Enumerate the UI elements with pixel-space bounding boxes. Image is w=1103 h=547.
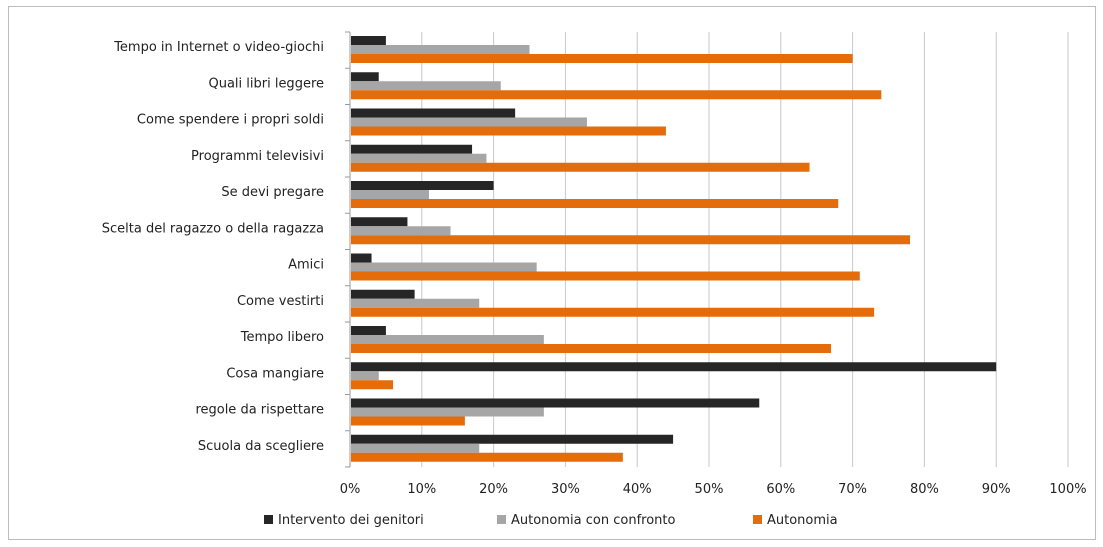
category-label: Scelta del ragazzo o della ragazza bbox=[102, 221, 324, 236]
category-label: Tempo in Internet o video-giochi bbox=[113, 40, 324, 55]
bar-autonomia bbox=[351, 54, 853, 63]
bar-autonomia bbox=[351, 162, 810, 172]
bar-autonomia bbox=[351, 416, 465, 426]
legend-swatch bbox=[264, 515, 273, 524]
legend-swatch bbox=[497, 515, 506, 524]
category-label: Se devi pregare bbox=[221, 185, 324, 200]
bar-intervento-dei-genitori bbox=[351, 108, 516, 118]
category-labels: Tempo in Internet o video-giochi Quali li… bbox=[102, 40, 324, 454]
category-label: Tempo libero bbox=[240, 330, 324, 345]
bar-autonomia-con-confronto bbox=[351, 262, 537, 272]
bar-autonomia-con-confronto bbox=[351, 190, 429, 199]
category-label: regole da rispettare bbox=[195, 403, 324, 418]
x-tick-label: 50% bbox=[695, 482, 724, 497]
axes bbox=[345, 31, 351, 468]
bar-intervento-dei-genitori bbox=[351, 289, 415, 299]
x-tick-label: 10% bbox=[407, 482, 436, 497]
x-tick-label: 30% bbox=[551, 482, 580, 497]
category-label: Come vestirti bbox=[237, 294, 324, 309]
bar-intervento-dei-genitori bbox=[351, 326, 386, 335]
bar-autonomia bbox=[351, 126, 666, 136]
x-tick-label: 100% bbox=[1049, 482, 1086, 497]
bar-autonomia-con-confronto bbox=[351, 81, 501, 91]
bar-autonomia-con-confronto bbox=[351, 153, 487, 163]
legend-label: Autonomia con confronto bbox=[511, 513, 675, 528]
tick-labels: 0% 10% 20% 30% 40% 50% 60% 70% 80% 90% 100% bbox=[340, 482, 1087, 497]
bar-autonomia bbox=[351, 271, 860, 281]
x-tick-label: 90% bbox=[982, 482, 1011, 497]
category-label: Quali libri leggere bbox=[208, 76, 324, 91]
bar-intervento-dei-genitori bbox=[351, 181, 494, 190]
x-tick-label: 0% bbox=[340, 482, 361, 497]
bar-intervento-dei-genitori bbox=[351, 36, 386, 45]
category-label: Amici bbox=[288, 258, 324, 273]
bar-intervento-dei-genitori bbox=[351, 398, 760, 408]
bar-intervento-dei-genitori bbox=[351, 217, 408, 227]
bar-autonomia-con-confronto bbox=[351, 117, 587, 127]
bar-autonomia-con-confronto bbox=[351, 443, 480, 453]
bar-intervento-dei-genitori bbox=[351, 253, 372, 263]
x-tick-label: 60% bbox=[766, 482, 795, 497]
bar-autonomia-con-confronto bbox=[351, 407, 544, 417]
bar-autonomia-con-confronto bbox=[351, 335, 544, 344]
bar-autonomia bbox=[351, 90, 882, 100]
bar-intervento-dei-genitori bbox=[351, 362, 997, 372]
bar-autonomia bbox=[351, 452, 623, 462]
x-tick-label: 20% bbox=[479, 482, 508, 497]
category-label: Programmi televisivi bbox=[191, 149, 324, 164]
bar-intervento-dei-genitori bbox=[351, 72, 379, 82]
bar-autonomia bbox=[351, 344, 832, 353]
x-tick-label: 70% bbox=[838, 482, 867, 497]
category-label: Come spendere i propri soldi bbox=[137, 113, 324, 128]
bar-autonomia-con-confronto bbox=[351, 298, 480, 308]
category-label: Cosa mangiare bbox=[226, 366, 324, 381]
bar-autonomia bbox=[351, 235, 911, 245]
legend: Intervento dei genitori Autonomia con con… bbox=[264, 513, 838, 528]
bar-autonomia-con-confronto bbox=[351, 45, 530, 54]
grid-lines bbox=[421, 32, 1069, 467]
bar-autonomia bbox=[351, 199, 839, 208]
legend-label: Intervento dei genitori bbox=[278, 513, 424, 528]
bar-autonomia-con-confronto bbox=[351, 371, 379, 381]
x-tick-label: 40% bbox=[623, 482, 652, 497]
legend-swatch bbox=[753, 515, 762, 524]
bar-autonomia-con-confronto bbox=[351, 226, 451, 236]
legend-label: Autonomia bbox=[767, 513, 838, 528]
bar-autonomia bbox=[351, 380, 394, 390]
bar-intervento-dei-genitori bbox=[351, 144, 473, 154]
bars bbox=[351, 36, 997, 462]
bar-intervento-dei-genitori bbox=[351, 434, 674, 444]
bar-autonomia bbox=[351, 307, 875, 317]
category-label: Scuola da scegliere bbox=[198, 439, 324, 454]
x-tick-label: 80% bbox=[910, 482, 939, 497]
